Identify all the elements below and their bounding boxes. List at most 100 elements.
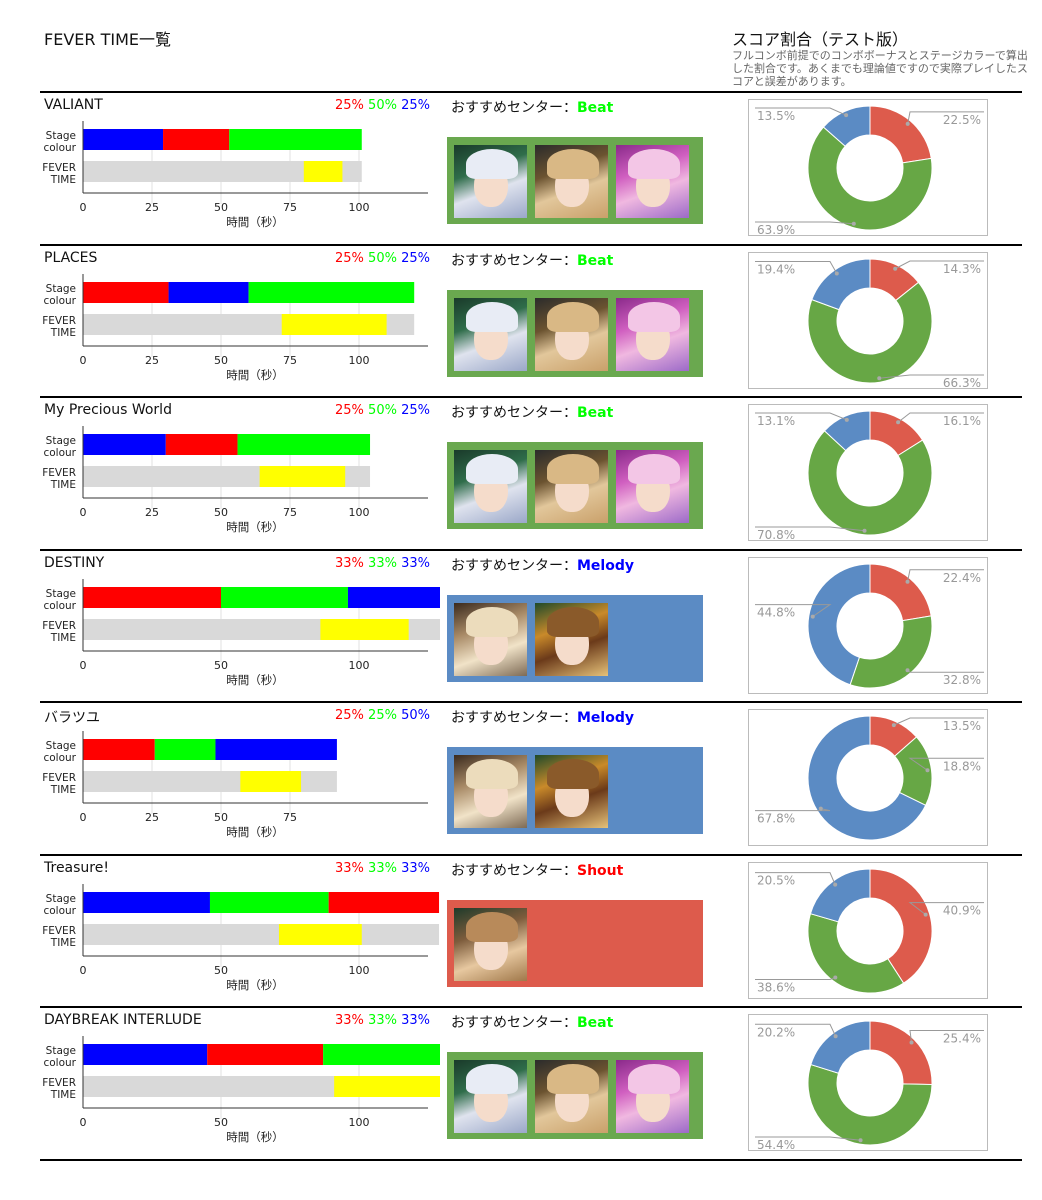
stage-segment-green	[229, 129, 362, 150]
donut-percent-label: 38.6%	[757, 980, 795, 994]
donut-leader-line	[879, 374, 984, 379]
character-card-portrait[interactable]	[454, 450, 527, 523]
character-card-portrait[interactable]	[616, 450, 689, 523]
percent-red: 33%	[335, 1013, 364, 1028]
fever-row-label: FEVER	[42, 467, 76, 479]
score-ratio-frame: 22.5% 63.9% 13.5%	[748, 99, 988, 237]
character-hair	[466, 301, 518, 332]
score-ratio-frame: 13.5% 18.8% 67.8%	[748, 709, 988, 846]
character-card-portrait[interactable]	[454, 1060, 527, 1133]
character-card-portrait[interactable]	[454, 602, 527, 676]
section-divider	[40, 396, 1022, 398]
donut-percent-label: 54.4%	[757, 1138, 795, 1152]
fever-row-label: TIME	[50, 784, 76, 796]
character-card-portrait[interactable]	[535, 602, 608, 676]
donut-percent-label: 70.8%	[757, 528, 795, 542]
percent-blue: 33%	[401, 555, 430, 571]
donut-percent-label: 20.5%	[757, 873, 795, 887]
donut-leader-dot	[844, 113, 849, 118]
stage-segment-blue	[347, 586, 440, 608]
character-card-portrait[interactable]	[535, 450, 608, 523]
stage-row-label: Stage	[46, 740, 76, 752]
x-tick-label: 25	[145, 506, 159, 519]
donut-percent-label: 13.5%	[757, 109, 795, 123]
donut-slice	[810, 1020, 871, 1074]
recommended-center-type: Melody	[577, 557, 634, 574]
fever-row-label: TIME	[50, 327, 76, 339]
x-tick-label: 50	[214, 506, 228, 519]
donut-leader-dot	[905, 667, 910, 672]
character-card-portrait[interactable]	[454, 145, 527, 218]
donut-percent-label: 67.8%	[757, 812, 795, 826]
x-tick-label: 75	[283, 506, 297, 519]
donut-leader-dot	[818, 806, 823, 811]
recommended-center-type: Shout	[577, 862, 624, 879]
stage-row-label: colour	[43, 1057, 76, 1069]
donut-percent-label: 32.8%	[943, 673, 981, 687]
x-axis-label: 時間（秒）	[226, 673, 284, 687]
recommended-center-type: Melody	[577, 710, 634, 726]
score-ratio-frame: 40.9% 38.6% 20.5%	[748, 861, 988, 999]
fever-span	[281, 313, 387, 335]
recommended-cards	[447, 1052, 703, 1139]
donut-leader-dot	[833, 974, 838, 979]
percent-blue: 25%	[401, 98, 430, 113]
fever-row-label: TIME	[50, 174, 76, 186]
percent-red: 25%	[335, 403, 364, 418]
donut-slice	[849, 614, 933, 688]
recommended-center-label: おすすめセンター：	[451, 557, 577, 574]
fever-row-label: FEVER	[42, 620, 76, 632]
stage-row-label: colour	[43, 905, 76, 917]
character-card-portrait[interactable]	[535, 755, 608, 828]
character-card-portrait[interactable]	[616, 145, 689, 218]
recommended-center-label: おすすめセンター：	[451, 1015, 577, 1031]
character-card-portrait[interactable]	[454, 297, 527, 371]
character-hair	[466, 606, 518, 637]
character-card-portrait[interactable]	[535, 1060, 608, 1133]
score-ratio-frame: 16.1% 70.8% 13.1%	[748, 404, 988, 542]
donut-slice	[809, 867, 871, 922]
donut-leader-dot	[877, 375, 882, 380]
donut-percent-label: 40.9%	[943, 903, 981, 917]
x-axis-label: 時間（秒）	[226, 978, 284, 992]
fever-track	[83, 923, 440, 945]
color-percentages: 25% 50% 25%	[260, 251, 430, 266]
fever-row-label: FEVER	[42, 1077, 76, 1089]
stage-row-label: colour	[43, 295, 76, 307]
donut-leader-dot	[893, 266, 898, 271]
donut-leader-dot	[923, 912, 928, 917]
stage-segment-red	[207, 1044, 324, 1065]
donut-leader-dot	[905, 579, 910, 584]
character-hair	[466, 149, 518, 179]
donut-leader-dot	[833, 882, 838, 887]
stage-segment-blue	[83, 434, 166, 455]
character-card-portrait[interactable]	[454, 907, 527, 981]
character-card-portrait[interactable]	[535, 145, 608, 218]
stage-segment-blue	[83, 891, 210, 913]
section-divider	[40, 853, 1022, 856]
percent-blue: 25%	[401, 403, 430, 418]
x-tick-label: 100	[349, 506, 370, 519]
fever-span	[303, 161, 343, 182]
color-percentages: 25% 50% 25%	[260, 403, 430, 418]
character-card-portrait[interactable]	[616, 297, 689, 371]
fever-row-label: FEVER	[42, 315, 76, 327]
stage-row-label: colour	[43, 600, 76, 612]
character-card-portrait[interactable]	[535, 297, 608, 371]
song-title: DAYBREAK INTERLUDE	[44, 1012, 202, 1028]
fever-row-label: FEVER	[42, 162, 76, 174]
character-card-portrait[interactable]	[454, 755, 527, 828]
x-axis-label: 時間（秒）	[226, 1130, 284, 1144]
donut-leader-dot	[862, 528, 867, 533]
stage-segment-red	[165, 434, 238, 455]
x-tick-label: 50	[214, 201, 228, 214]
x-tick-label: 50	[214, 354, 228, 367]
donut-leader-dot	[844, 417, 849, 422]
character-card-portrait[interactable]	[616, 1060, 689, 1133]
donut-leader-line	[755, 808, 831, 812]
donut-percent-label: 13.5%	[943, 719, 981, 733]
color-percentages: 25% 50% 25%	[260, 98, 430, 113]
fever-span	[320, 618, 409, 640]
